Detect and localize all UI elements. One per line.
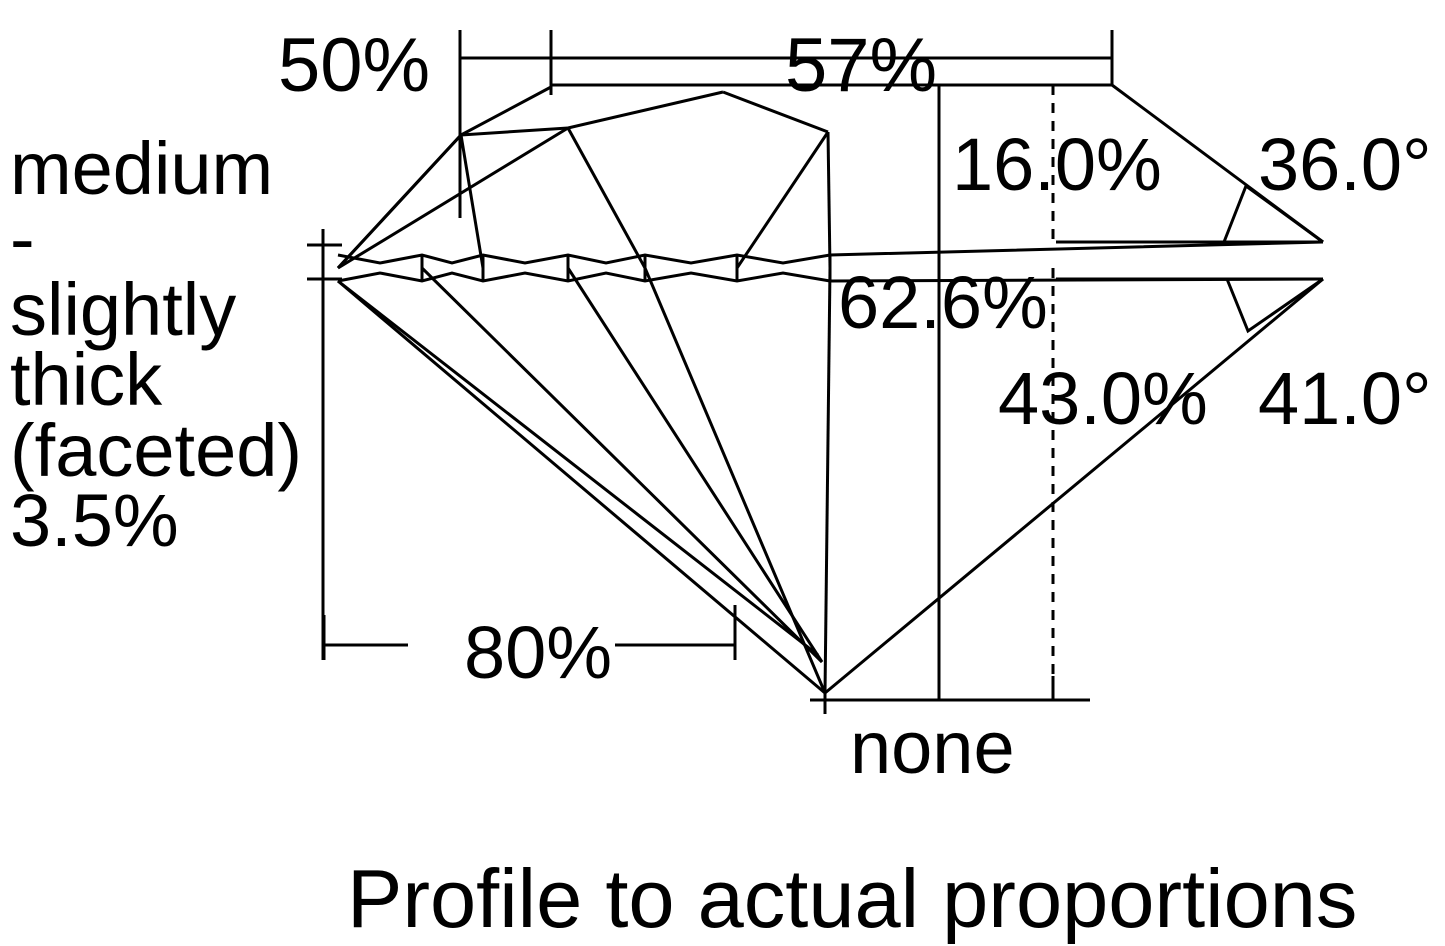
svg-text:16.0%: 16.0%	[952, 123, 1162, 206]
svg-text:Profile to actual proportions: Profile to actual proportions	[347, 852, 1357, 945]
svg-text:36.0°: 36.0°	[1258, 123, 1432, 206]
svg-text:50%: 50%	[278, 23, 430, 108]
svg-text:41.0°: 41.0°	[1258, 357, 1432, 440]
svg-text:medium: medium	[10, 127, 273, 210]
svg-text:57%: 57%	[785, 23, 937, 108]
svg-text:62.6%: 62.6%	[838, 261, 1048, 344]
svg-text:none: none	[850, 706, 1015, 789]
svg-text:80%: 80%	[464, 611, 612, 694]
svg-text:43.0%: 43.0%	[998, 357, 1208, 440]
svg-text:3.5%: 3.5%	[10, 479, 179, 562]
